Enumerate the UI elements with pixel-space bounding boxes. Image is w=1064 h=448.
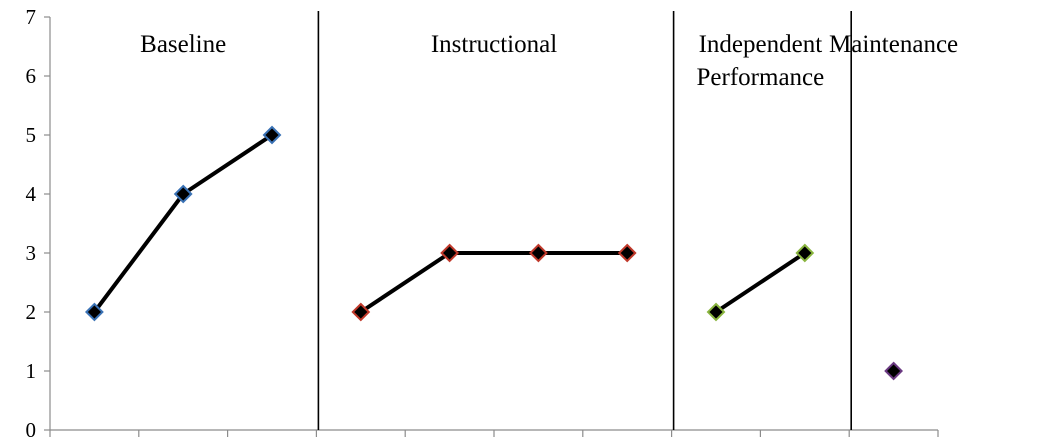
y-tick-label: 7 <box>26 5 37 29</box>
y-tick-label: 4 <box>26 182 37 206</box>
data-point-marker <box>530 245 546 261</box>
y-tick-label: 0 <box>26 418 37 442</box>
phase-label: Independent <box>699 31 823 58</box>
y-tick-label: 6 <box>26 64 37 88</box>
y-tick-label: 5 <box>26 123 37 147</box>
y-tick-label: 3 <box>26 241 37 265</box>
phase-label: Maintenance <box>829 31 958 58</box>
series-line <box>716 253 805 312</box>
series-line <box>94 135 272 312</box>
data-point-marker <box>886 363 902 379</box>
phase-label: Instructional <box>431 31 557 58</box>
phase-label: Performance <box>697 64 825 91</box>
phase-label: Baseline <box>140 31 226 58</box>
y-tick-label: 1 <box>26 359 37 383</box>
series-line <box>361 253 627 312</box>
y-tick-label: 2 <box>26 300 37 324</box>
data-point-marker <box>619 245 635 261</box>
